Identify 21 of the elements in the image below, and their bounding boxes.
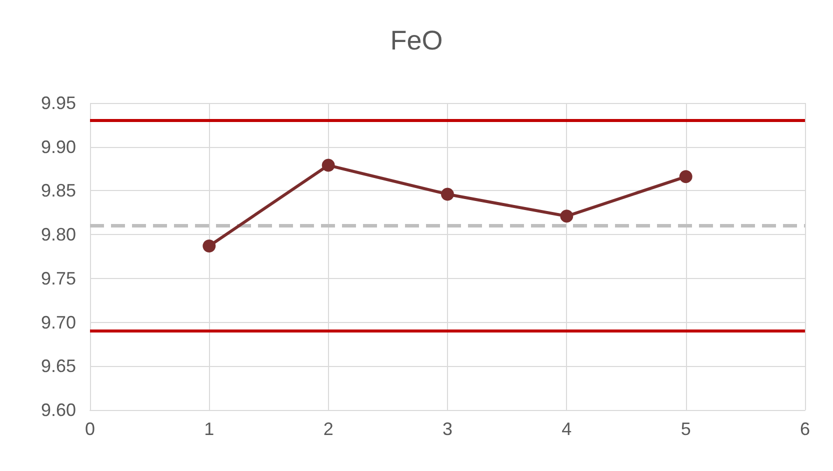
- point: [679, 170, 692, 184]
- y-tick-label: 9.70: [40, 312, 76, 332]
- point: [441, 188, 454, 201]
- y-tick-label: 9.90: [40, 136, 76, 157]
- y-tick-label: 9.65: [40, 356, 76, 376]
- x-tick-label: 0: [84, 419, 96, 439]
- x-tick-label: 5: [680, 419, 691, 439]
- x-tick-label: 1: [204, 419, 214, 439]
- point: [202, 239, 216, 252]
- chart-title: FeO: [390, 26, 443, 56]
- y-tick-label: 9.60: [40, 400, 76, 420]
- x-tick-label: 2: [323, 419, 334, 439]
- y-tick-label: 9.85: [40, 180, 76, 201]
- x-tick-label: 6: [800, 419, 810, 439]
- y-tick-label: 9.80: [40, 224, 76, 245]
- point: [322, 158, 335, 172]
- y-tick-label: 9.75: [40, 268, 76, 288]
- x-tick-label: 4: [562, 419, 572, 439]
- x-tick-label: 3: [442, 419, 453, 439]
- point: [560, 210, 574, 223]
- y-tick-label: 9.95: [40, 93, 76, 113]
